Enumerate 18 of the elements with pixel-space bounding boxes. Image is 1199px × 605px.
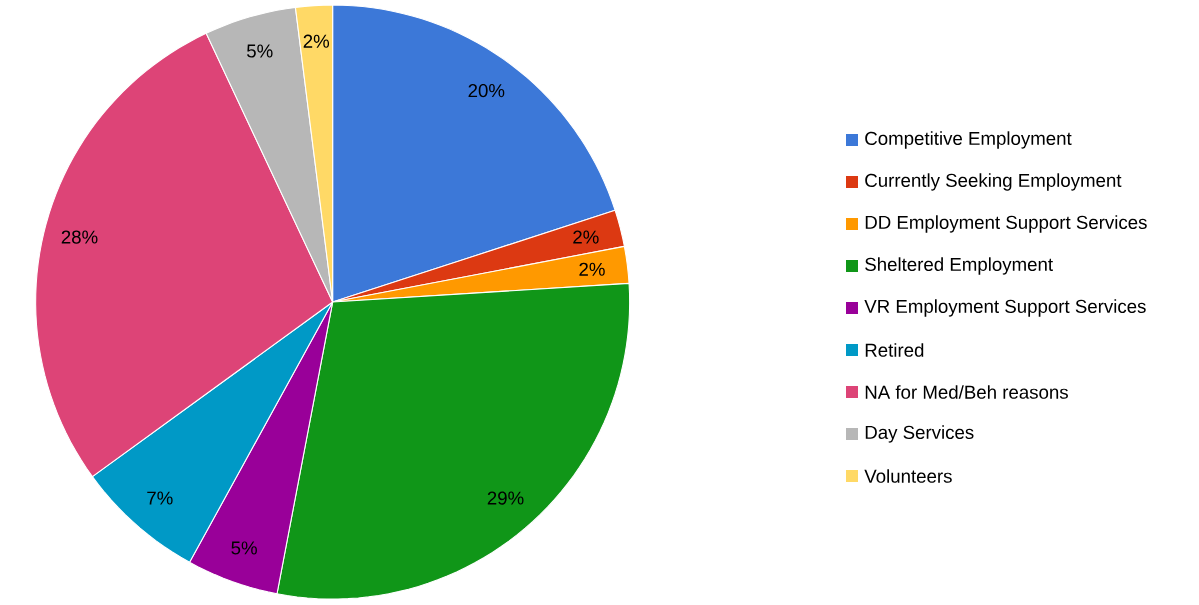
data-label: 20%	[468, 83, 505, 98]
legend-label: VR Employment Support Services	[864, 299, 1146, 317]
data-label: 7%	[147, 491, 173, 505]
data-label: 5%	[247, 44, 273, 58]
legend-label: Competitive Employment	[865, 131, 1072, 149]
data-label: 2%	[579, 262, 605, 276]
data-label: 2%	[303, 34, 330, 48]
legend-label: Retired	[865, 343, 924, 357]
legend-label: Day Services	[865, 425, 974, 443]
data-label: 2%	[573, 230, 599, 244]
data-label: 28%	[61, 230, 98, 244]
legend-label: DD Employment Support Services	[865, 215, 1147, 233]
data-label: 5%	[231, 541, 257, 555]
legend-label: Sheltered Employment	[865, 257, 1053, 275]
legend-label: NA for Med/Beh reasons	[865, 385, 1068, 399]
data-label: 29%	[487, 491, 524, 505]
legend-label: Currently Seeking Employment	[865, 173, 1122, 191]
legend-label: Volunteers	[864, 469, 952, 483]
